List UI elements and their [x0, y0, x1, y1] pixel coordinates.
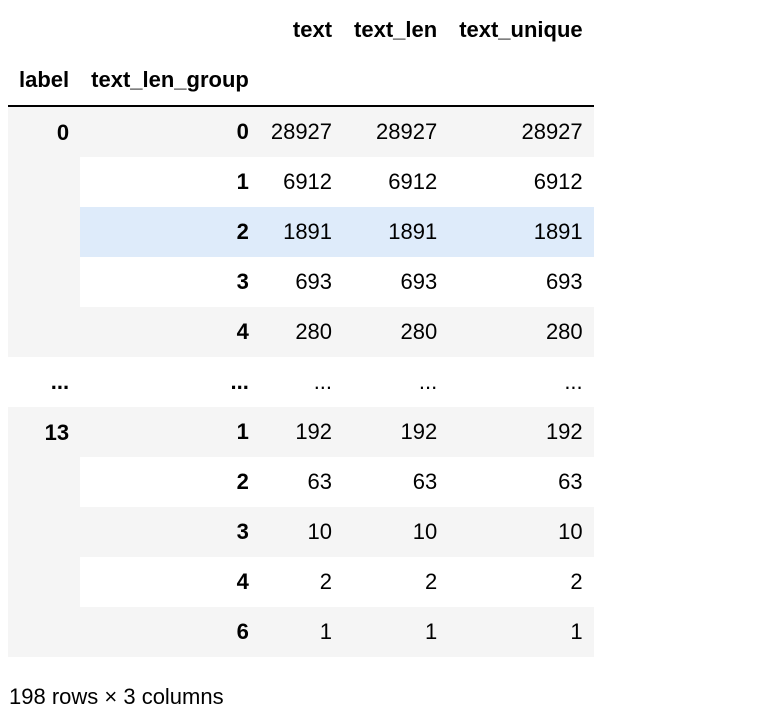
value-cell: 2	[448, 557, 594, 607]
value-cell: 1	[343, 607, 449, 657]
blank-header-cell	[448, 55, 594, 107]
column-header-row: text text_len text_unique	[8, 5, 594, 55]
value-cell: ...	[259, 357, 344, 407]
group-index-cell: 4	[80, 557, 260, 607]
column-header-text: text	[292, 17, 333, 42]
label-index-cell: ...	[8, 357, 81, 407]
value-cell: 280	[259, 307, 344, 357]
group-index-cell: 1	[80, 157, 260, 207]
column-header-text-unique: text_unique	[459, 17, 583, 42]
group-index-cell: 1	[80, 407, 260, 457]
table-row: 0 0 28927 28927 28927	[8, 106, 594, 357]
value-cell: 192	[448, 407, 594, 457]
value-cell: 1	[448, 607, 594, 657]
value-cell: 192	[259, 407, 344, 457]
table-row: 4 2 2 2	[8, 557, 594, 607]
table-body: 0 0 28927 28927 28927 1 6912 6912 6912 2…	[8, 106, 594, 657]
value-cell: 192	[343, 407, 449, 457]
index-name-label: label	[8, 55, 81, 107]
dataframe-table: text text_len text_unique label text_len…	[8, 5, 594, 657]
value-cell: 28927	[343, 106, 449, 157]
value-cell: 280	[343, 307, 449, 357]
value-cell: 280	[448, 307, 594, 357]
table-row: 6 1 1 1	[8, 607, 594, 657]
value-cell: 1891	[343, 207, 449, 257]
value-cell: 63	[448, 457, 594, 507]
blank-header-cell	[8, 5, 80, 55]
value-cell: 1	[259, 607, 344, 657]
value-cell: 1891	[448, 207, 594, 257]
value-cell: 6912	[259, 157, 344, 207]
value-cell: 63	[259, 457, 344, 507]
table-row: 1 6912 6912 6912	[8, 157, 594, 207]
value-cell: 28927	[448, 106, 594, 157]
value-cell: 10	[259, 507, 344, 557]
group-index-cell: 0	[80, 106, 260, 157]
group-index-cell: 6	[80, 607, 260, 657]
value-cell: 693	[448, 257, 594, 307]
blank-header-cell	[259, 55, 344, 107]
value-cell: ...	[343, 357, 449, 407]
value-cell: 2	[343, 557, 449, 607]
group-index-cell: ...	[80, 357, 260, 407]
value-cell: 693	[259, 257, 344, 307]
value-cell: 28927	[259, 106, 344, 157]
index-name-text-len-group: text_len_group	[80, 55, 260, 107]
value-cell: 10	[343, 507, 449, 557]
label-index-cell: 13	[8, 407, 81, 657]
value-cell: 6912	[343, 157, 449, 207]
value-cell: 2	[259, 557, 344, 607]
value-cell: 10	[448, 507, 594, 557]
value-cell: 1891	[259, 207, 344, 257]
group-index-cell: 2	[80, 457, 260, 507]
value-cell: ...	[448, 357, 594, 407]
table-row-highlighted[interactable]: 2 1891 1891 1891	[8, 207, 594, 257]
group-index-cell: 2	[80, 207, 260, 257]
blank-header-cell	[80, 5, 260, 55]
value-cell: 6912	[448, 157, 594, 207]
label-index-cell: 0	[8, 106, 81, 357]
group-index-cell: 3	[80, 507, 260, 557]
value-cell: 693	[343, 257, 449, 307]
ellipsis-row: ... ... ... ... ...	[8, 357, 594, 407]
group-index-cell: 3	[80, 257, 260, 307]
dataframe-shape-caption: 198 rows × 3 columns	[9, 684, 224, 709]
index-name-row: label text_len_group	[8, 55, 594, 107]
table-row: 2 63 63 63	[8, 457, 594, 507]
value-cell: 63	[343, 457, 449, 507]
group-index-cell: 4	[80, 307, 260, 357]
table-row: 4 280 280 280	[8, 307, 594, 357]
column-header-text-len: text_len	[354, 17, 438, 42]
table-row: 3 10 10 10	[8, 507, 594, 557]
table-row: 3 693 693 693	[8, 257, 594, 307]
blank-header-cell	[343, 55, 449, 107]
table-row: 13 1 192 192 192	[8, 407, 594, 657]
table-header: text text_len text_unique label text_len…	[8, 5, 594, 107]
